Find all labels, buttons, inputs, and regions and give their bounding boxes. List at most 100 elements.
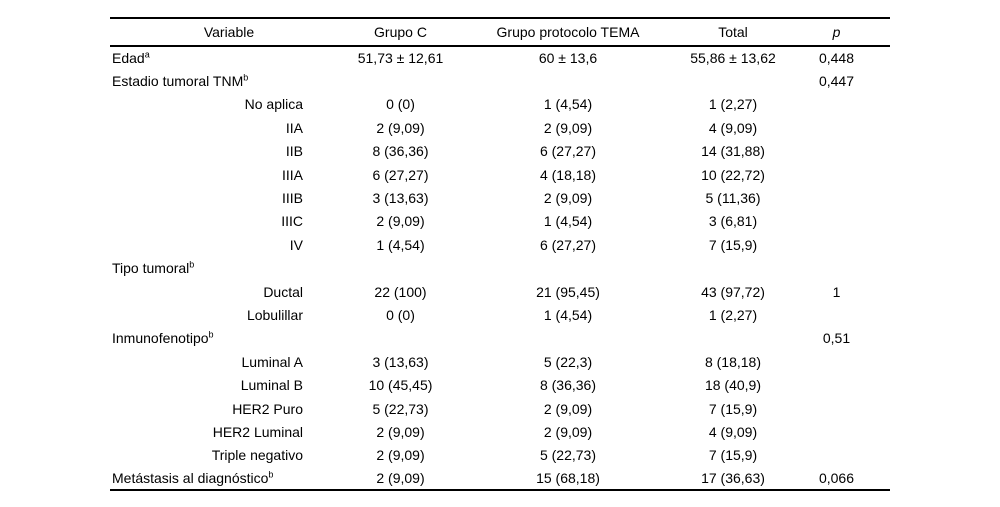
total-cell: 7 (15,9) [708,400,758,417]
p-value-cell [783,163,890,186]
grupo-c-cell: 8 (36,36) [372,143,429,160]
grupo-protocolo-tema-cell: 6 (27,27) [539,236,597,253]
footnote-marker: b [268,469,274,480]
column-header-variable: Variable [110,17,348,47]
total-cell: 5 (11,36) [705,190,761,207]
table-row: Lobulillar 0 (0) 1 (4,54) 1 (2,27) [110,303,890,326]
variable-label: IIB [285,143,303,160]
total-cell [683,327,783,350]
total-cell [683,257,783,280]
variable-subcategory-cell: IV [110,233,348,256]
table-body: Edada 51,73 ± 12,61 60 ± 13,6 55,86 ± 13,62… [110,46,890,492]
variable-subcategory-cell: No aplica [110,93,348,116]
grupo-protocolo-tema-cell [453,327,683,350]
column-header-total: Total [683,17,783,47]
grupo-protocolo-tema-cell: 5 (22,3) [543,353,593,370]
total-cell: 14 (31,88) [701,143,765,160]
total-cell: 43 (97,72) [701,283,765,300]
grupo-protocolo-tema-cell: 2 (9,09) [543,190,593,207]
variable-label: Ductal [263,283,303,300]
variable-label: IIIB [281,190,303,207]
grupo-protocolo-tema-cell: 2 (9,09) [543,400,593,417]
variable-subcategory-cell: Triple negativo [110,444,348,467]
grupo-c-cell: 10 (45,45) [368,377,433,394]
grupo-c-cell [348,69,453,92]
variable-label: HER2 Puro [232,400,303,417]
variable-label: Edad [112,50,145,67]
grupo-c-cell: 2 (9,09) [376,447,425,464]
clinical-characteristics-table: Variable Grupo C Grupo protocolo TEMA To… [110,17,890,492]
p-value-cell [783,233,890,256]
table-row: HER2 Luminal 2 (9,09) 2 (9,09) 4 (9,09) [110,420,890,443]
total-cell: 8 (18,18) [704,353,762,370]
grupo-protocolo-tema-cell: 1 (4,54) [543,96,593,113]
total-cell: 18 (40,9) [704,377,762,394]
p-value-cell: 1 [832,283,841,300]
footnote-marker: b [243,72,249,83]
variable-category-cell: Edada [110,46,348,69]
p-value-cell [783,444,890,467]
grupo-c-cell: 1 (4,54) [376,236,425,253]
p-value-cell [783,373,890,396]
variable-label: Tipo tumoral [112,260,190,277]
variable-label: Metástasis al diagnóstico [112,470,269,487]
table-row: Edada 51,73 ± 12,61 60 ± 13,6 55,86 ± 13,62… [110,46,890,69]
total-cell: 4 (9,09) [708,119,758,136]
p-value-cell: 0,066 [783,467,890,492]
total-cell: 10 (22,72) [701,166,765,183]
p-value-cell [783,420,890,443]
variable-label: Luminal B [240,377,303,394]
p-value-cell [783,116,890,139]
variable-subcategory-cell: IIIC [110,210,348,233]
variable-category-cell: Estadio tumoral TNMb [110,69,348,92]
grupo-protocolo-tema-cell: 60 ± 13,6 [538,50,598,67]
table-row: IIA 2 (9,09) 2 (9,09) 4 (9,09) [110,116,890,139]
variable-label: IV [289,236,303,253]
total-cell: 3 (6,81) [708,213,758,230]
variable-label: IIIA [281,166,303,183]
column-header-p: p [783,17,890,47]
grupo-c-cell: 2 (9,09) [376,213,425,230]
total-cell: 7 (15,9) [708,447,758,464]
table-row: IIIA 6 (27,27) 4 (18,18) 10 (22,72) [110,163,890,186]
column-header-grupo-c: Grupo C [348,17,453,47]
table-row: IV 1 (4,54) 6 (27,27) 7 (15,9) [110,233,890,256]
p-value-cell [783,257,890,280]
grupo-protocolo-tema-cell: 4 (18,18) [539,166,597,183]
variable-subcategory-cell: IIIA [110,163,348,186]
table-header: Variable Grupo C Grupo protocolo TEMA To… [110,17,890,47]
total-cell: 7 (15,9) [708,236,758,253]
footnote-marker: b [208,329,214,340]
p-value-cell [783,303,890,326]
p-value-cell: 0,447 [818,73,855,90]
grupo-protocolo-tema-cell: 2 (9,09) [543,119,593,136]
variable-label: IIA [285,119,303,136]
grupo-c-cell: 2 (9,09) [348,467,453,492]
grupo-c-cell [348,327,453,350]
grupo-protocolo-tema-cell: 5 (22,73) [539,447,597,464]
variable-label: Triple negativo [211,447,303,464]
p-value-cell [783,210,890,233]
p-value-cell [783,350,890,373]
table-row: IIIC 2 (9,09) 1 (4,54) 3 (6,81) [110,210,890,233]
total-cell: 1 (2,27) [708,96,758,113]
variable-subcategory-cell: IIIB [110,186,348,209]
grupo-protocolo-tema-cell: 1 (4,54) [543,306,593,323]
grupo-protocolo-tema-cell: 15 (68,18) [453,467,683,492]
table-row: Triple negativo 2 (9,09) 5 (22,73) 7 (15,9) [110,444,890,467]
grupo-protocolo-tema-cell: 6 (27,27) [539,143,597,160]
variable-category-cell: Metástasis al diagnósticob [110,467,348,492]
table-row: Luminal B 10 (45,45) 8 (36,36) 18 (40,9) [110,373,890,396]
variable-subcategory-cell: Lobulillar [110,303,348,326]
total-cell: 17 (36,63) [683,467,783,492]
variable-category-cell: Tipo tumoralb [110,257,348,280]
variable-subcategory-cell: Luminal A [110,350,348,373]
grupo-protocolo-tema-cell [453,257,683,280]
grupo-c-cell: 3 (13,63) [372,190,429,207]
table-row: No aplica 0 (0) 1 (4,54) 1 (2,27) [110,93,890,116]
grupo-c-cell: 0 (0) [386,306,415,323]
p-value-cell [783,93,890,116]
footnote-marker: b [189,259,195,270]
table-row: IIB 8 (36,36) 6 (27,27) 14 (31,88) [110,140,890,163]
